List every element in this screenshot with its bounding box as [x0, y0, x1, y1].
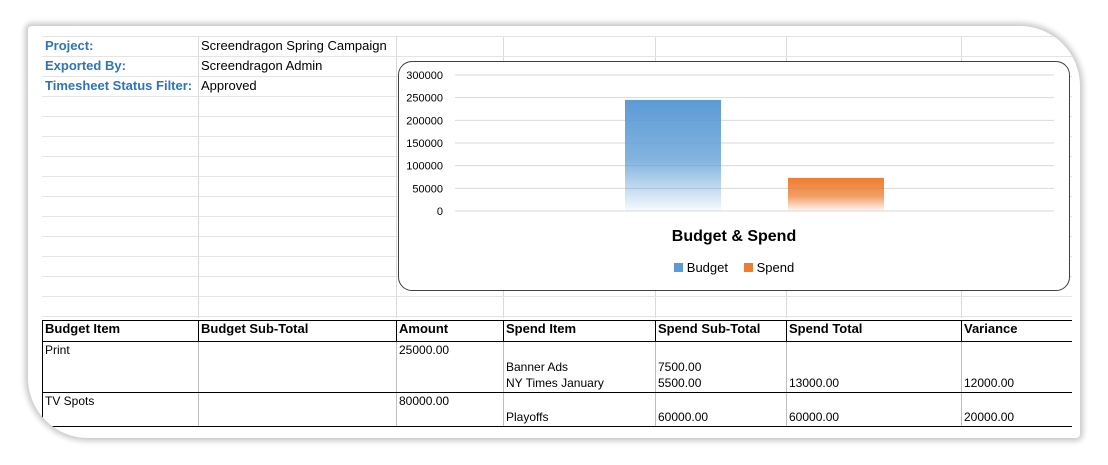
- column-header-spend-item[interactable]: Spend Item: [503, 320, 656, 342]
- table-cell[interactable]: [198, 392, 397, 409]
- gridline: [42, 36, 1072, 37]
- legend-label-spend: Spend: [756, 260, 795, 275]
- table-cell[interactable]: TV Spots: [42, 392, 199, 409]
- table-cell[interactable]: [503, 341, 656, 359]
- y-tick-label: 200000: [406, 115, 443, 127]
- chart-title: Budget & Spend: [671, 228, 797, 245]
- table-cell[interactable]: [396, 358, 504, 375]
- table-cell[interactable]: [655, 341, 787, 359]
- column-header-amount[interactable]: Amount: [396, 320, 504, 342]
- table-cell[interactable]: [198, 375, 397, 393]
- table-cell[interactable]: [396, 375, 504, 393]
- table-cell[interactable]: [786, 392, 962, 409]
- budget-table: Budget Item Budget Sub-Total Amount Spen…: [42, 320, 1072, 427]
- legend-item-spend: Spend: [743, 260, 795, 275]
- table-cell[interactable]: 5500.00: [655, 375, 787, 393]
- table-cell[interactable]: 60000.00: [786, 409, 962, 427]
- gridline: [42, 316, 1072, 317]
- column-header-spend-total[interactable]: Spend Total: [786, 320, 962, 342]
- table-cell[interactable]: [786, 358, 962, 375]
- y-tick-label: 0: [437, 206, 443, 218]
- table-cell[interactable]: Banner Ads: [503, 358, 656, 375]
- budget-spend-chart[interactable]: 300000 250000 200000 150000 100000 50000 0 Bud…: [398, 61, 1070, 291]
- table-cell[interactable]: [396, 409, 504, 427]
- exported-by-value[interactable]: Screendragon Admin: [201, 58, 323, 73]
- legend-swatch-spend: [743, 263, 753, 272]
- table-row: Banner Ads 7500.00: [42, 358, 1072, 375]
- y-tick-label: 100000: [406, 161, 443, 173]
- table-row: Playoffs 60000.00 60000.00 20000.00: [42, 409, 1072, 427]
- table-row: NY Times January 5500.00 13000.00 12000.…: [42, 375, 1072, 393]
- table-row: Print 25000.00: [42, 341, 1072, 359]
- table-cell[interactable]: [42, 375, 199, 393]
- y-tick-label: 250000: [406, 93, 443, 105]
- table-cell[interactable]: [961, 358, 1072, 375]
- table-cell[interactable]: [198, 358, 397, 375]
- table-cell[interactable]: [42, 409, 199, 427]
- gridline: [42, 296, 1072, 297]
- table-cell[interactable]: 60000.00: [655, 409, 787, 427]
- table-cell[interactable]: 7500.00: [655, 358, 787, 375]
- column-header-budget-item[interactable]: Budget Item: [42, 320, 199, 342]
- bar-budget[interactable]: [625, 99, 721, 211]
- table-cell[interactable]: [198, 341, 397, 359]
- table-cell[interactable]: 80000.00: [396, 392, 504, 409]
- table-cell[interactable]: NY Times January: [503, 375, 656, 393]
- table-row: TV Spots 80000.00: [42, 392, 1072, 409]
- bar-spend[interactable]: [788, 177, 884, 211]
- legend-swatch-budget: [673, 263, 683, 272]
- table-header-row: Budget Item Budget Sub-Total Amount Spen…: [42, 320, 1072, 342]
- table-cell[interactable]: Playoffs: [503, 409, 656, 427]
- table-cell[interactable]: 20000.00: [961, 409, 1072, 427]
- table-cell[interactable]: 12000.00: [961, 375, 1072, 393]
- screenshot-frame: Project: Screendragon Spring Campaign Ex…: [28, 26, 1080, 438]
- column-header-variance[interactable]: Variance: [961, 320, 1072, 342]
- table-cell[interactable]: Print: [42, 341, 199, 359]
- chart-plot-area: 300000 250000 200000 150000 100000 50000 0: [406, 70, 1054, 218]
- table-cell[interactable]: [655, 392, 787, 409]
- status-filter-value[interactable]: Approved: [201, 78, 257, 93]
- spreadsheet: Project: Screendragon Spring Campaign Ex…: [42, 36, 1072, 436]
- y-tick-label: 300000: [406, 70, 443, 82]
- project-label[interactable]: Project:: [45, 38, 94, 53]
- table-cell[interactable]: [503, 392, 656, 409]
- table-cell[interactable]: [42, 358, 199, 375]
- table-cell[interactable]: 25000.00: [396, 341, 504, 359]
- table-cell[interactable]: [198, 409, 397, 427]
- legend-label-budget: Budget: [686, 260, 728, 275]
- gridline: [42, 56, 1072, 57]
- chart-legend: Budget Spend: [399, 260, 1069, 275]
- column-header-budget-subtotal[interactable]: Budget Sub-Total: [198, 320, 397, 342]
- table-cell[interactable]: 13000.00: [786, 375, 962, 393]
- y-tick-label: 150000: [406, 138, 443, 150]
- y-tick-label: 50000: [412, 183, 443, 195]
- legend-item-budget: Budget: [673, 260, 728, 275]
- gridline: [396, 36, 397, 318]
- gridline: [198, 36, 199, 318]
- table-cell[interactable]: [961, 392, 1072, 409]
- table-cell[interactable]: [961, 341, 1072, 359]
- exported-by-label[interactable]: Exported By:: [45, 58, 126, 73]
- project-value[interactable]: Screendragon Spring Campaign: [201, 38, 387, 53]
- status-filter-label[interactable]: Timesheet Status Filter:: [45, 78, 193, 93]
- column-header-spend-subtotal[interactable]: Spend Sub-Total: [655, 320, 787, 342]
- table-cell[interactable]: [786, 341, 962, 359]
